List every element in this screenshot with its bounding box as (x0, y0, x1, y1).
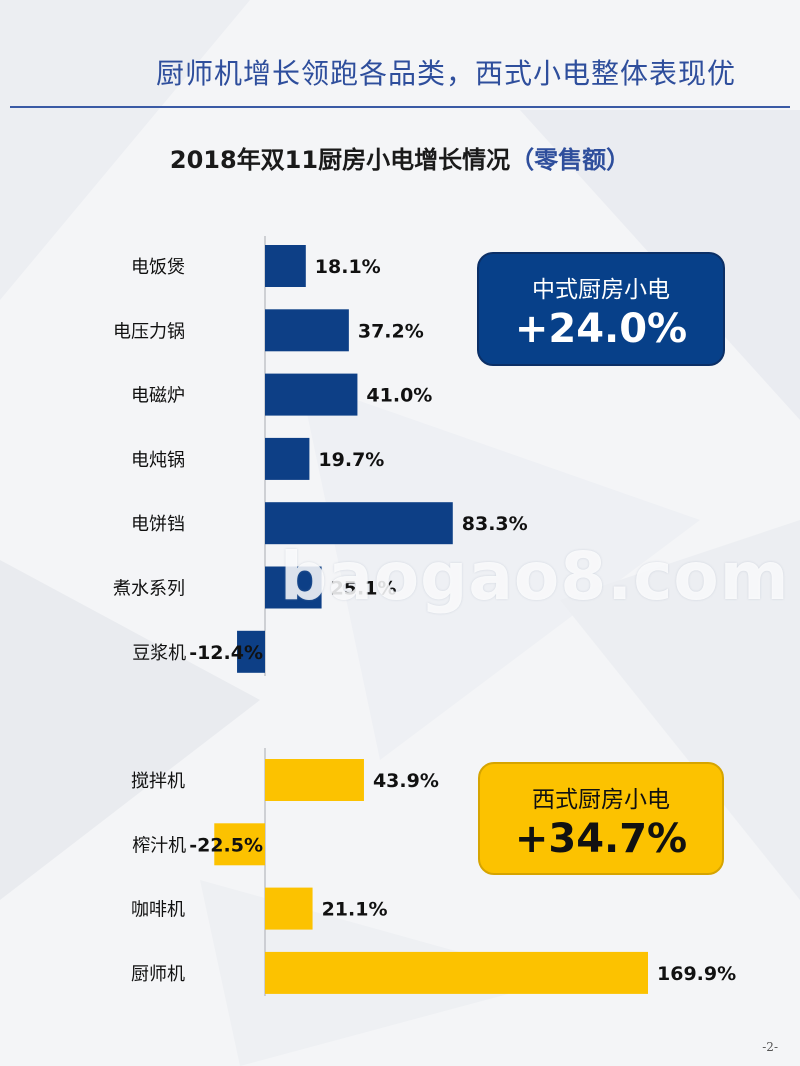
chart-title-main: 2018年双11厨房小电增长情况 (169, 146, 511, 174)
data-label: 25.1% (331, 578, 397, 600)
bar (265, 373, 358, 416)
chart-title: 2018年双11厨房小电增长情况（零售额） (0, 140, 800, 175)
chinese-kitchen-callout: 中式厨房小电 +24.0% (477, 252, 725, 366)
header-divider (10, 106, 790, 108)
data-label: -12.4% (189, 642, 263, 664)
bar (265, 309, 349, 352)
category-label: 电饼铛 (131, 514, 185, 535)
bar (265, 437, 310, 480)
chinese-kitchen-value: +24.0% (514, 306, 688, 352)
category-label: 榨汁机 (132, 835, 186, 856)
category-label: 豆浆机 (132, 643, 186, 664)
category-label: 电压力锅 (113, 321, 185, 342)
category-label: 咖啡机 (131, 900, 185, 921)
category-label: 电炖锅 (131, 450, 185, 471)
data-label: 169.9% (657, 963, 736, 985)
western-kitchen-callout: 西式厨房小电 +34.7% (478, 762, 724, 875)
data-label: 18.1% (315, 256, 381, 278)
category-label: 煮水系列 (113, 579, 185, 600)
category-label: 电磁炉 (131, 386, 185, 407)
data-label: 21.1% (322, 899, 388, 921)
page-number: -2- (762, 1040, 778, 1054)
chinese-kitchen-label: 中式厨房小电 (532, 277, 670, 303)
bar (265, 245, 306, 287)
category-label: 电饭煲 (131, 257, 185, 278)
page-header-title: 厨师机增长领跑各品类，西式小电整体表现优 (155, 57, 736, 90)
data-label: 37.2% (358, 320, 424, 342)
data-label: 83.3% (462, 513, 528, 535)
bar (214, 823, 265, 866)
chart-title-suffix: （零售额） (510, 146, 631, 174)
data-label: -22.5% (189, 834, 263, 856)
bar (265, 502, 453, 545)
bar (265, 887, 313, 930)
bar (265, 759, 364, 801)
western-kitchen-value: +34.7% (514, 816, 688, 862)
data-label: 41.0% (366, 385, 432, 407)
watermark-text: baogao8.com (280, 538, 790, 615)
category-label: 厨师机 (131, 964, 185, 985)
bar (237, 630, 265, 673)
western-kitchen-label: 西式厨房小电 (532, 787, 670, 813)
data-label: 43.9% (373, 770, 439, 792)
bar (265, 566, 322, 609)
category-label: 搅拌机 (131, 771, 185, 792)
bar (265, 951, 648, 994)
data-label: 19.7% (318, 449, 384, 471)
